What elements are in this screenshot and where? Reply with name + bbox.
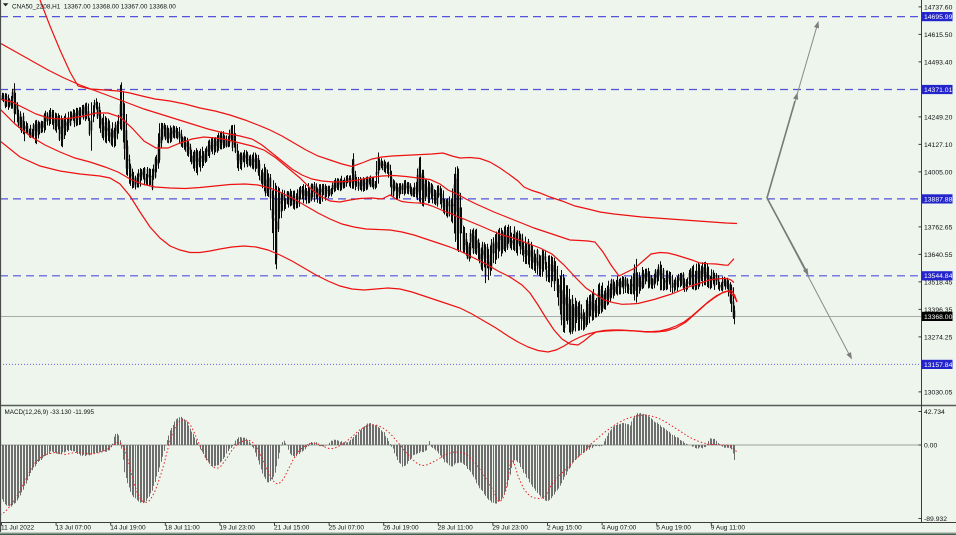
svg-text:13274.25: 13274.25 xyxy=(924,334,953,341)
svg-text:14249.20: 14249.20 xyxy=(924,114,953,121)
svg-text:19 Jul 23:00: 19 Jul 23:00 xyxy=(219,524,255,531)
svg-text:13396.35: 13396.35 xyxy=(924,307,953,314)
svg-text:26 Jul 19:00: 26 Jul 19:00 xyxy=(383,524,419,531)
svg-text:14127.10: 14127.10 xyxy=(924,142,953,149)
svg-text:13518.45: 13518.45 xyxy=(924,279,953,286)
svg-text:29 Jul 23:00: 29 Jul 23:00 xyxy=(492,524,528,531)
svg-text:11 Jul 2022: 11 Jul 2022 xyxy=(1,524,35,531)
svg-text:MACD(12,26,9) -33.130 -11.995: MACD(12,26,9) -33.130 -11.995 xyxy=(5,409,95,416)
svg-text:14371.01: 14371.01 xyxy=(924,87,953,94)
svg-text:CNA50_2208,H1 13367.00 13368.: CNA50_2208,H1 13367.00 13368.00 13367.00… xyxy=(12,4,176,11)
svg-text:13544.84: 13544.84 xyxy=(924,273,953,280)
svg-text:5 Aug 19:00: 5 Aug 19:00 xyxy=(656,524,691,531)
svg-text:13762.65: 13762.65 xyxy=(924,224,953,231)
svg-text:42.734: 42.734 xyxy=(924,409,945,416)
svg-text:14005.00: 14005.00 xyxy=(924,169,953,176)
svg-text:9 Aug 11:00: 9 Aug 11:00 xyxy=(711,524,746,531)
svg-text:14615.50: 14615.50 xyxy=(924,32,953,39)
svg-text:13887.88: 13887.88 xyxy=(924,196,953,203)
svg-text:14695.99: 14695.99 xyxy=(924,14,953,21)
svg-text:0.00: 0.00 xyxy=(924,442,937,449)
svg-text:14 Jul 19:00: 14 Jul 19:00 xyxy=(110,524,146,531)
svg-text:13030.05: 13030.05 xyxy=(924,389,953,396)
svg-text:28 Jul 11:00: 28 Jul 11:00 xyxy=(438,524,473,531)
svg-text:13640.55: 13640.55 xyxy=(924,252,953,259)
svg-text:4 Aug 07:00: 4 Aug 07:00 xyxy=(602,524,637,531)
svg-text:14737.60: 14737.60 xyxy=(924,4,953,11)
svg-text:2 Aug 15:00: 2 Aug 15:00 xyxy=(547,524,582,531)
svg-text:13 Jul 07:00: 13 Jul 07:00 xyxy=(56,524,92,531)
svg-text:13157.84: 13157.84 xyxy=(924,362,953,369)
svg-text:18 Jul 11:00: 18 Jul 11:00 xyxy=(165,524,200,531)
svg-text:25 Jul 07:00: 25 Jul 07:00 xyxy=(329,524,365,531)
svg-text:21 Jul 15:00: 21 Jul 15:00 xyxy=(274,524,310,531)
svg-text:-89.932: -89.932 xyxy=(924,516,947,523)
svg-text:13368.00: 13368.00 xyxy=(924,314,953,321)
svg-text:14493.40: 14493.40 xyxy=(924,59,953,66)
